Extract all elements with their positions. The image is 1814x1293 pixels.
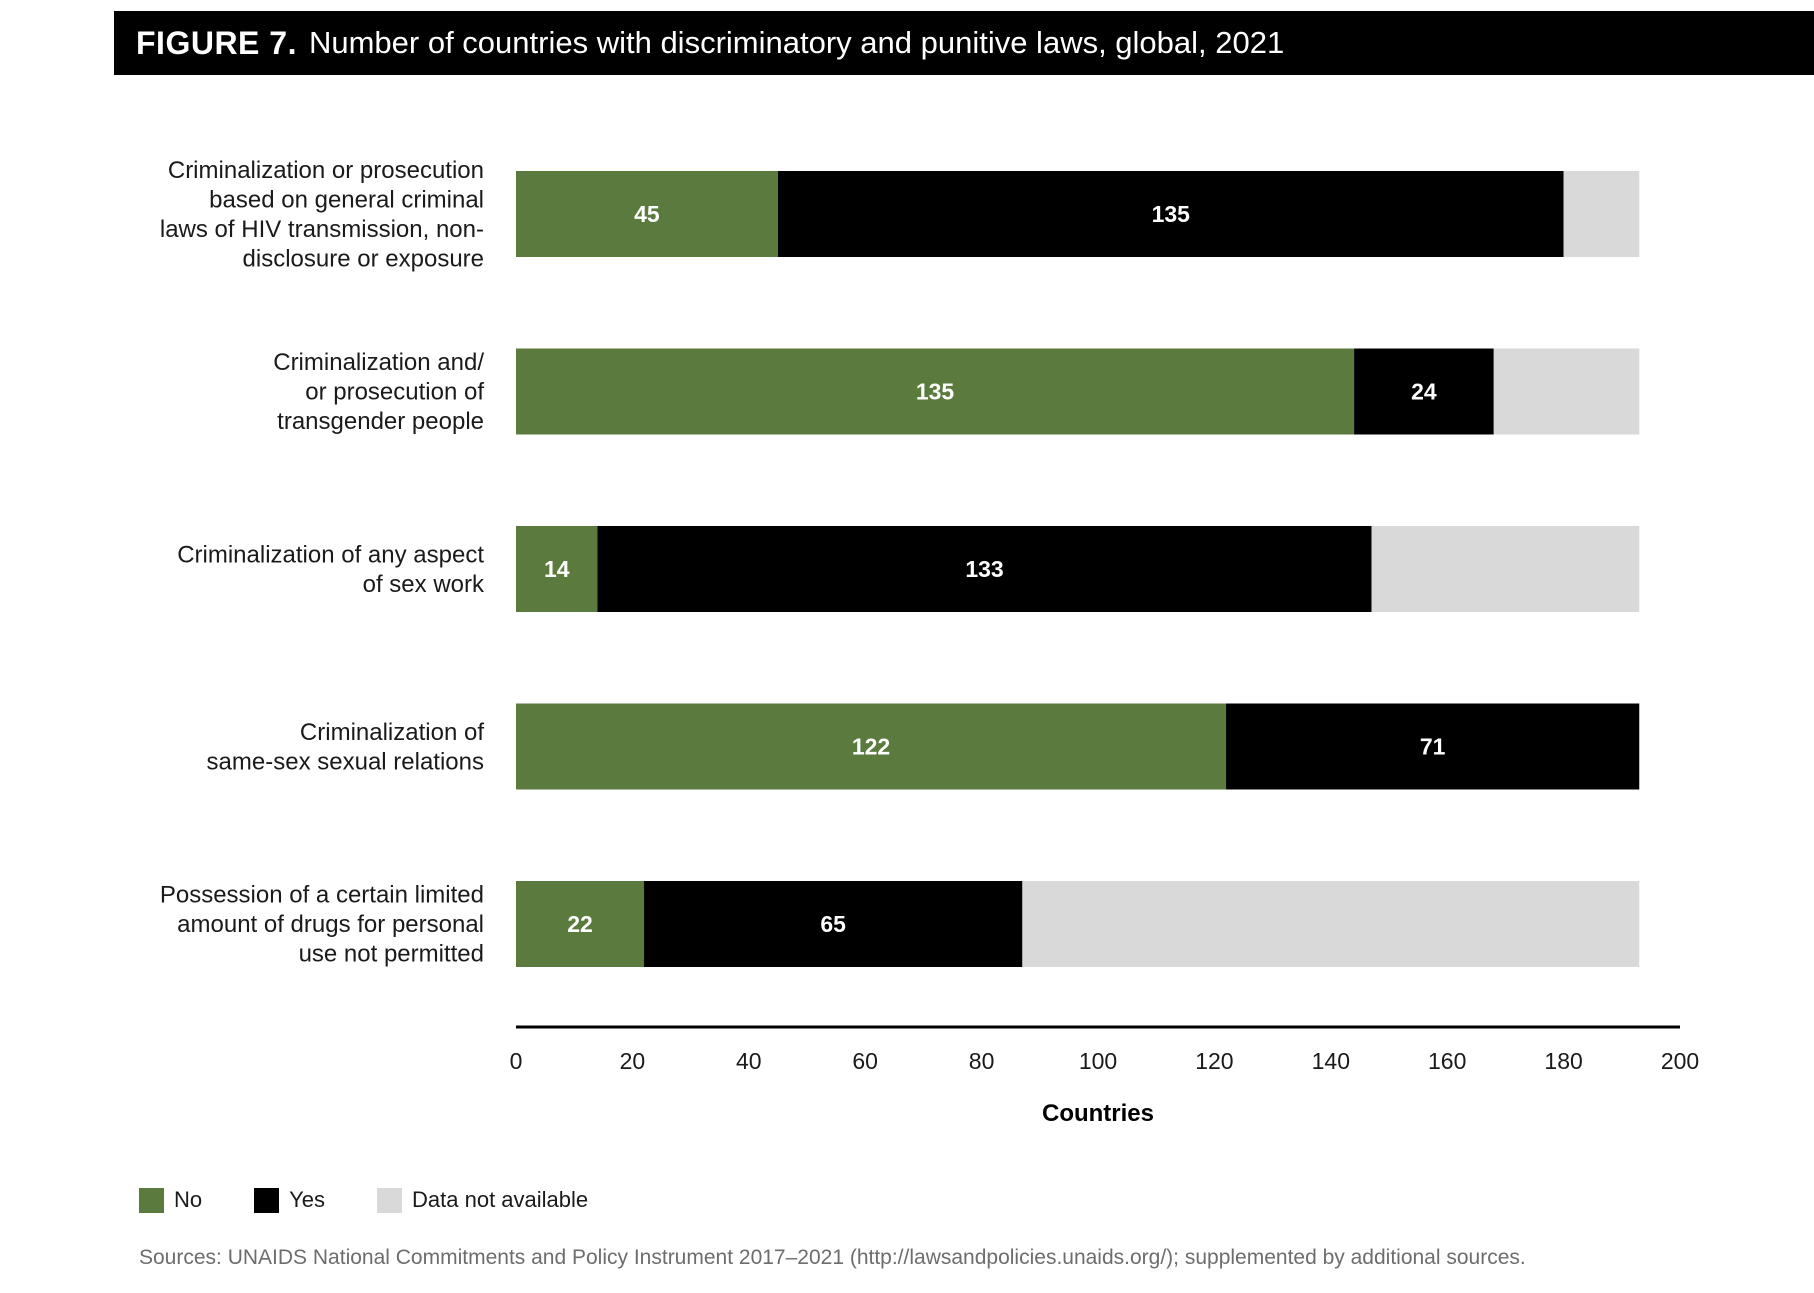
x-tick-label-0: 0 — [510, 1048, 523, 1074]
x-tick-label-200: 200 — [1661, 1048, 1699, 1074]
legend-label: Data not available — [412, 1187, 589, 1212]
figure-title: Number of countries with discriminatory … — [308, 25, 1285, 60]
legend-swatch — [139, 1187, 164, 1213]
bar-segment-yes-0 — [777, 171, 1564, 257]
legend-item-no: No — [139, 1187, 202, 1213]
bar-segment-data-not-available-0 — [1563, 171, 1640, 257]
legend-swatch — [254, 1187, 280, 1213]
figure-number: FIGURE 7. — [136, 24, 297, 61]
bar-segment-yes-1 — [1354, 348, 1494, 435]
x-tick-label-20: 20 — [620, 1048, 646, 1074]
category-label-0: Criminalization or prosecution based on g… — [160, 157, 484, 273]
figure-title-bar: FIGURE 7. Number of countries with discr… — [114, 11, 1814, 75]
legend: No Yes Data not available — [139, 1187, 640, 1213]
stacked-bar-chart: 45 135 135 24 14 133 122 71 22 65 Criminalization… — [160, 157, 1700, 1127]
bars-layer: 45 135 135 24 14 133 122 71 22 65 — [516, 171, 1640, 967]
legend-label: Yes — [289, 1187, 326, 1212]
bar-label-no-2: 14 — [544, 556, 570, 582]
bar-segment-no-1 — [516, 348, 1355, 435]
bar-label-no-3: 122 — [852, 734, 890, 760]
bar-label-yes-0: 135 — [1152, 201, 1191, 227]
bar-label-yes-4: 65 — [820, 911, 846, 937]
x-tick-label-120: 120 — [1195, 1048, 1233, 1074]
bar-segment-data-not-available-1 — [1493, 348, 1640, 435]
bar-segment-data-not-available-4 — [1022, 881, 1640, 967]
x-tick-label-180: 180 — [1544, 1048, 1582, 1074]
bar-segment-yes-2 — [597, 526, 1372, 612]
category-label-3: Criminalization of same-sex sexual relati… — [207, 719, 485, 776]
bar-label-yes-1: 24 — [1411, 379, 1437, 405]
x-tick-label-140: 140 — [1312, 1048, 1350, 1074]
bar-label-no-4: 22 — [567, 911, 593, 937]
bar-label-no-0: 45 — [634, 201, 660, 227]
bar-segment-data-not-available-2 — [1371, 526, 1640, 612]
bar-segment-no-2 — [516, 526, 598, 612]
x-tick-label-60: 60 — [852, 1048, 878, 1074]
x-tick-label-80: 80 — [969, 1048, 995, 1074]
source-note: Sources: UNAIDS National Commitments and… — [139, 1246, 1526, 1269]
bar-segment-no-4 — [516, 881, 645, 967]
category-labels: Criminalization or prosecution based on g… — [160, 157, 485, 968]
x-tick-label-100: 100 — [1079, 1048, 1117, 1074]
legend-label: No — [174, 1187, 203, 1212]
x-tick-label-160: 160 — [1428, 1048, 1466, 1074]
legend-item-data-not-available: Data not available — [377, 1187, 588, 1213]
x-axis-ticks: 0 20 40 60 80 100 120 140 160 180 200 — [510, 1048, 1700, 1074]
bar-label-yes-2: 133 — [965, 556, 1003, 582]
bar-label-yes-3: 71 — [1420, 734, 1446, 760]
bar-segment-yes-3 — [1226, 703, 1640, 790]
bar-segment-yes-4 — [644, 881, 1023, 967]
legend-item-yes: Yes — [254, 1187, 325, 1213]
category-label-1: Criminalization and/or prosecution of tra… — [273, 349, 484, 435]
x-tick-label-40: 40 — [736, 1048, 762, 1074]
bar-segment-no-3 — [516, 703, 1227, 790]
category-label-4: Possession of a certain limited amount of… — [160, 882, 484, 968]
bar-label-no-1: 135 — [916, 379, 955, 405]
category-label-2: Criminalization of any aspect of sex work — [177, 541, 485, 598]
bar-segment-no-0 — [516, 171, 778, 257]
x-axis-title: Countries — [1042, 1100, 1154, 1127]
legend-swatch — [377, 1187, 403, 1213]
